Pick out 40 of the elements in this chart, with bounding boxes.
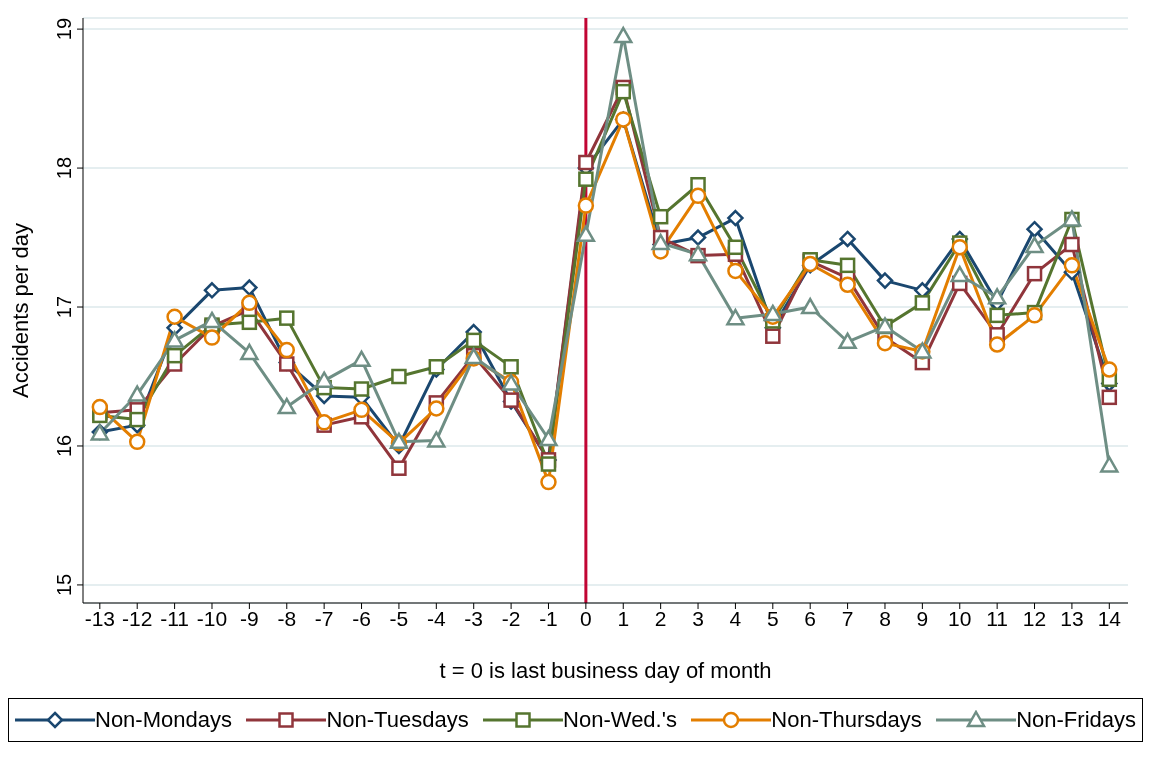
x-tick-label: 7 bbox=[841, 606, 854, 630]
legend-label: Non-Mondays bbox=[95, 707, 232, 733]
x-tick-label: 3 bbox=[692, 606, 704, 630]
x-tick-label: -11 bbox=[160, 606, 189, 630]
x-tick-label: 13 bbox=[1060, 606, 1084, 630]
y-tick-label: 15 bbox=[53, 573, 75, 597]
x-tick-label: -5 bbox=[389, 606, 409, 630]
x-tick-label: -1 bbox=[539, 606, 558, 630]
x-tick-label: -3 bbox=[464, 606, 484, 630]
x-tick-label: -12 bbox=[122, 606, 153, 630]
x-tick-label: -2 bbox=[501, 606, 521, 630]
x-axis-title: t = 0 is last business day of month bbox=[439, 658, 772, 683]
y-tick-label: 16 bbox=[53, 434, 75, 458]
x-tick-label: 1 bbox=[617, 606, 630, 630]
x-tick-label: -4 bbox=[426, 606, 446, 630]
x-tick-label: 8 bbox=[879, 606, 891, 630]
y-tick-label: 17 bbox=[53, 295, 75, 319]
x-tick-label: 2 bbox=[654, 606, 667, 630]
x-tick-label: -13 bbox=[84, 606, 115, 630]
y-tick-label: 18 bbox=[53, 156, 75, 180]
y-axis-title: Accidents per day bbox=[7, 223, 33, 398]
x-tick-label: -7 bbox=[314, 606, 334, 630]
x-tick-label: 12 bbox=[1022, 606, 1047, 630]
x-tick-label: 4 bbox=[729, 606, 742, 630]
x-tick-label: 9 bbox=[916, 606, 929, 630]
x-tick-label: 10 bbox=[948, 606, 972, 630]
x-tick-label: 11 bbox=[986, 606, 1009, 630]
legend-label: Non-Fridays bbox=[1016, 707, 1136, 733]
legend-label: Non-Thursdays bbox=[771, 707, 922, 733]
y-tick-label: 19 bbox=[53, 17, 75, 41]
legend-label: Non-Tuesdays bbox=[326, 707, 469, 733]
x-tick-label: 14 bbox=[1097, 606, 1122, 630]
x-tick-label: -9 bbox=[240, 606, 259, 630]
legend-label: Non-Wed.'s bbox=[563, 707, 677, 733]
x-tick-label: -6 bbox=[352, 606, 371, 630]
x-tick-label: -10 bbox=[196, 606, 228, 630]
x-tick-label: 0 bbox=[580, 606, 592, 630]
x-tick-label: 6 bbox=[804, 606, 817, 630]
x-tick-label: 5 bbox=[766, 606, 779, 630]
x-tick-label: -8 bbox=[277, 606, 297, 630]
